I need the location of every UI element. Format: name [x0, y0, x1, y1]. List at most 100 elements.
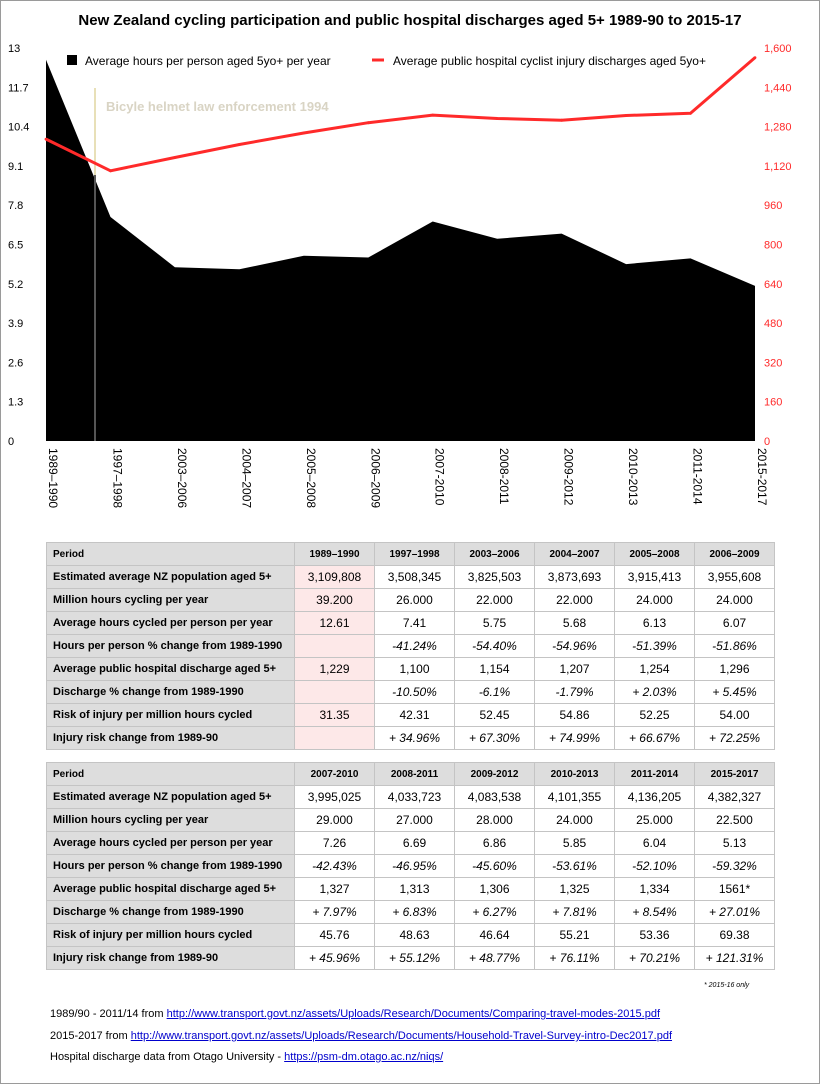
discharges-line: [45, 56, 756, 173]
table-cell: 6.69: [374, 831, 455, 855]
table-cell: -54.96%: [534, 634, 615, 658]
right-tick-label: 960: [764, 200, 782, 212]
table-cell: -54.40%: [454, 634, 535, 658]
header-period-label: Period: [46, 762, 295, 786]
table-cell: 52.25: [614, 703, 695, 727]
table-cell: -53.61%: [534, 854, 615, 878]
header-period-cell: 2010-2013: [534, 762, 615, 786]
table-cell: 1561*: [694, 877, 775, 901]
source-prefix: 2015-2017 from: [50, 1030, 131, 1042]
table-row: Discharge % change from 1989-1990 -10.50%…: [46, 680, 775, 704]
table-header-row: Period 1989–1990 1997–1998 2003–2006 2004–20…: [46, 542, 775, 566]
table-cell: [294, 634, 375, 658]
table-cell: 5.85: [534, 831, 615, 855]
table-row: Average public hospital discharge aged 5…: [46, 877, 775, 901]
x-tick-label: 2006–2009: [368, 448, 382, 508]
table-cell: -45.60%: [454, 854, 535, 878]
table-cell: + 55.12%: [374, 946, 455, 970]
header-period-cell: 2005–2008: [614, 542, 695, 566]
table-cell: [294, 726, 375, 750]
discharges-point: [302, 131, 306, 135]
table-cell: 69.38: [694, 923, 775, 947]
table-cell: 39.200: [294, 588, 375, 612]
table-cell: -51.39%: [614, 634, 695, 658]
right-tick-label: 0: [764, 436, 770, 448]
row-label: Estimated average NZ population aged 5+: [46, 565, 295, 589]
table-cell: 1,327: [294, 877, 375, 901]
x-tick-label: 1989–1990: [46, 448, 60, 508]
x-tick-label: 1997–1998: [111, 448, 125, 508]
source-line-3: Hospital discharge data from Otago Unive…: [50, 1051, 443, 1063]
table-cell: 46.64: [454, 923, 535, 947]
discharges-point: [495, 117, 499, 120]
row-label: Average hours cycled per person per year: [46, 831, 295, 855]
left-tick-label: 7.8: [8, 200, 23, 212]
right-tick-label: 1,600: [764, 43, 792, 55]
table-cell: 1,154: [454, 657, 535, 681]
data-table-1: Period 1989–1990 1997–1998 2003–2006 2004–20…: [46, 542, 775, 750]
table-cell: 7.41: [374, 611, 455, 635]
table-cell: 6.13: [614, 611, 695, 635]
header-period-cell: 2007-2010: [294, 762, 375, 786]
table-cell: + 67.30%: [454, 726, 535, 750]
x-tick-label: 2005–2008: [304, 448, 318, 508]
source-link[interactable]: http://www.transport.govt.nz/assets/Uplo…: [166, 1008, 661, 1020]
right-tick-label: 1,280: [764, 122, 792, 134]
source-line-1: 1989/90 - 2011/14 from http://www.transp…: [50, 1008, 660, 1020]
table-row: Hours per person % change from 1989-1990…: [46, 854, 775, 878]
row-label: Average public hospital discharge aged 5…: [46, 877, 295, 901]
table-row: Million hours cycling per year 29.000 27.0…: [46, 808, 775, 832]
table-cell: -42.43%: [294, 854, 375, 878]
table-cell: 45.76: [294, 923, 375, 947]
table-cell: 28.000: [454, 808, 535, 832]
x-tick-label: 2011-2014: [691, 448, 705, 505]
source-link[interactable]: http://www.transport.govt.nz/assets/Uplo…: [130, 1030, 673, 1042]
table-cell: -10.50%: [374, 680, 455, 704]
table-cell: 5.75: [454, 611, 535, 635]
table-cell: -46.95%: [374, 854, 455, 878]
table-cell: + 8.54%: [614, 900, 695, 924]
left-tick-label: 0: [8, 436, 14, 448]
x-tick-label: 2003–2006: [175, 448, 189, 508]
discharges-point: [560, 118, 563, 122]
header-period-cell: 2009-2012: [454, 762, 535, 786]
left-tick-label: 10.4: [8, 122, 29, 134]
table-header-row: Period 2007-2010 2008-2011 2009-2012 2010-20…: [46, 762, 775, 786]
row-label: Discharge % change from 1989-1990: [46, 680, 295, 704]
table-cell: 54.86: [534, 703, 615, 727]
table-row: Risk of injury per million hours cycled 4…: [46, 923, 775, 947]
table-cell: -41.24%: [374, 634, 455, 658]
left-tick-label: 1.3: [8, 397, 23, 409]
table-row: Average hours cycled per person per year…: [46, 831, 775, 855]
discharges-point: [689, 111, 692, 115]
table-row: Injury risk change from 1989-90 + 45.96% +…: [46, 946, 775, 970]
left-tick-label: 3.9: [8, 318, 23, 330]
table-cell: + 27.01%: [694, 900, 775, 924]
annotation-text: Bicyle helmet law enforcement 1994: [106, 99, 329, 114]
table-cell: 1,334: [614, 877, 695, 901]
table-row: Million hours cycling per year 39.200 26.0…: [46, 588, 775, 612]
discharges-point: [238, 143, 241, 146]
table-cell: 7.26: [294, 831, 375, 855]
table-cell: -52.10%: [614, 854, 695, 878]
table-cell: 55.21: [534, 923, 615, 947]
table-cell: 6.07: [694, 611, 775, 635]
table-cell: 6.04: [614, 831, 695, 855]
header-period-cell: 2011-2014: [614, 762, 695, 786]
chart-title: New Zealand cycling participation and pu…: [78, 12, 742, 29]
row-label: Hours per person % change from 1989-1990: [46, 854, 295, 878]
row-label: Million hours cycling per year: [46, 808, 295, 832]
table-cell: 52.45: [454, 703, 535, 727]
header-period-cell: 2008-2011: [374, 762, 455, 786]
table-cell: + 5.45%: [694, 680, 775, 704]
table-cell: + 6.27%: [454, 900, 535, 924]
table-cell: 26.000: [374, 588, 455, 612]
x-tick-label: 2010-2013: [626, 448, 640, 506]
table-cell: 4,382,327: [694, 785, 775, 809]
table-cell: 24.000: [694, 588, 775, 612]
row-label: Discharge % change from 1989-1990: [46, 900, 295, 924]
source-link[interactable]: https://psm-dm.otago.ac.nz/niqs/: [284, 1051, 444, 1063]
left-tick-label: 11.7: [8, 82, 29, 94]
discharges-point: [173, 156, 177, 159]
table-cell: + 7.97%: [294, 900, 375, 924]
